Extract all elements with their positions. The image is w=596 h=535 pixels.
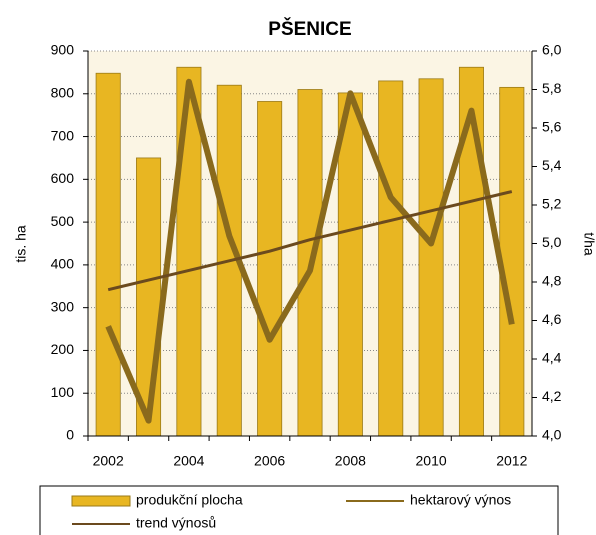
line-series	[107, 190, 513, 292]
y2-tick-label: 6,0	[542, 42, 562, 58]
y-tick-label: 500	[51, 213, 75, 229]
chart-title: PŠENICE	[268, 18, 351, 40]
y-tick-label: 300	[51, 298, 75, 314]
x-tick-label: 2002	[93, 453, 124, 469]
bar	[257, 101, 283, 437]
legend-label: hektarový výnos	[410, 492, 511, 508]
y-tick-label: 200	[51, 341, 75, 357]
x-tick-label: 2006	[254, 453, 285, 469]
bar	[337, 92, 363, 437]
y-tick-label: 800	[51, 84, 75, 100]
y-tick-label: 900	[51, 42, 75, 58]
bar	[95, 72, 121, 437]
y2-tick-label: 5,0	[542, 234, 562, 250]
y2-tick-label: 4,2	[542, 388, 562, 404]
x-tick-label: 2012	[496, 453, 527, 469]
bar	[418, 78, 444, 437]
y-tick-label: 700	[51, 127, 75, 143]
y-tick-label: 0	[66, 427, 74, 443]
y-tick-label: 100	[51, 384, 75, 400]
bar	[136, 157, 162, 437]
y2-tick-label: 5,8	[542, 80, 562, 96]
legend-label: produkční plocha	[136, 492, 243, 508]
y-axis-label: tis. ha	[13, 225, 29, 263]
y2-axis-label: t/ha	[581, 232, 596, 256]
y-tick-label: 400	[51, 256, 75, 272]
legend-swatch	[71, 495, 131, 507]
y2-tick-label: 5,2	[542, 196, 562, 212]
legend-box	[39, 485, 559, 535]
y2-tick-label: 4,6	[542, 311, 562, 327]
x-tick-label: 2010	[416, 453, 447, 469]
x-tick-label: 2004	[173, 453, 204, 469]
y2-tick-label: 4,8	[542, 273, 562, 289]
line-series	[105, 78, 515, 424]
bar	[499, 86, 525, 437]
y-tick-label: 600	[51, 170, 75, 186]
legend-label: trend výnosů	[136, 515, 216, 531]
y2-tick-label: 4,0	[542, 427, 562, 443]
y2-tick-label: 5,6	[542, 119, 562, 135]
y2-tick-label: 4,4	[542, 350, 562, 366]
y2-tick-label: 5,4	[542, 157, 562, 173]
bar	[378, 80, 404, 437]
x-tick-label: 2008	[335, 453, 366, 469]
